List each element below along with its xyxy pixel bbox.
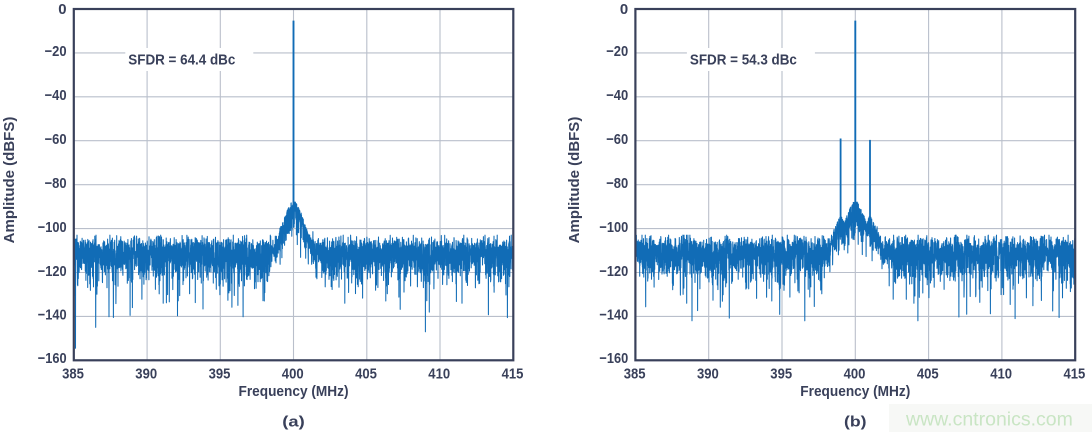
svg-text:Amplitude (dBFS): Amplitude (dBFS) <box>566 117 583 244</box>
svg-text:405: 405 <box>355 365 377 382</box>
svg-text:400: 400 <box>282 365 304 382</box>
svg-text:−40: −40 <box>45 87 67 104</box>
svg-text:(b): (b) <box>844 415 867 431</box>
svg-text:−120: −120 <box>38 263 67 280</box>
svg-text:400: 400 <box>844 365 866 382</box>
svg-text:−20: −20 <box>45 43 67 60</box>
svg-text:Frequency (MHz): Frequency (MHz) <box>800 384 910 400</box>
svg-text:−40: −40 <box>606 87 628 104</box>
svg-text:−80: −80 <box>45 175 67 192</box>
svg-text:390: 390 <box>697 365 719 382</box>
svg-text:410: 410 <box>990 365 1012 382</box>
svg-text:−20: −20 <box>606 43 628 60</box>
svg-text:Amplitude (dBFS): Amplitude (dBFS) <box>1 117 18 244</box>
svg-text:−140: −140 <box>38 307 67 324</box>
svg-text:www.cntronics.com: www.cntronics.com <box>905 409 1073 431</box>
svg-text:−160: −160 <box>38 350 67 367</box>
svg-text:390: 390 <box>135 365 157 382</box>
svg-text:−60: −60 <box>45 131 67 148</box>
svg-text:−140: −140 <box>599 307 628 324</box>
svg-text:−100: −100 <box>38 219 67 236</box>
svg-text:Frequency (MHz): Frequency (MHz) <box>239 384 349 400</box>
svg-text:405: 405 <box>917 365 939 382</box>
svg-text:−120: −120 <box>599 263 628 280</box>
svg-text:SFDR = 64.4 dBc: SFDR = 64.4 dBc <box>128 53 235 69</box>
svg-text:0: 0 <box>620 1 628 18</box>
svg-text:395: 395 <box>770 365 792 382</box>
svg-text:−80: −80 <box>606 175 628 192</box>
svg-text:415: 415 <box>1064 365 1086 382</box>
svg-text:SFDR = 54.3 dBc: SFDR = 54.3 dBc <box>690 53 797 69</box>
svg-text:(a): (a) <box>282 415 305 431</box>
svg-text:−60: −60 <box>606 131 628 148</box>
svg-text:410: 410 <box>428 365 450 382</box>
svg-text:395: 395 <box>209 365 231 382</box>
svg-text:−100: −100 <box>599 219 628 236</box>
svg-text:0: 0 <box>58 1 66 18</box>
svg-text:−160: −160 <box>599 350 628 367</box>
svg-text:415: 415 <box>502 365 524 382</box>
svg-text:385: 385 <box>62 365 84 382</box>
svg-text:385: 385 <box>624 365 646 382</box>
